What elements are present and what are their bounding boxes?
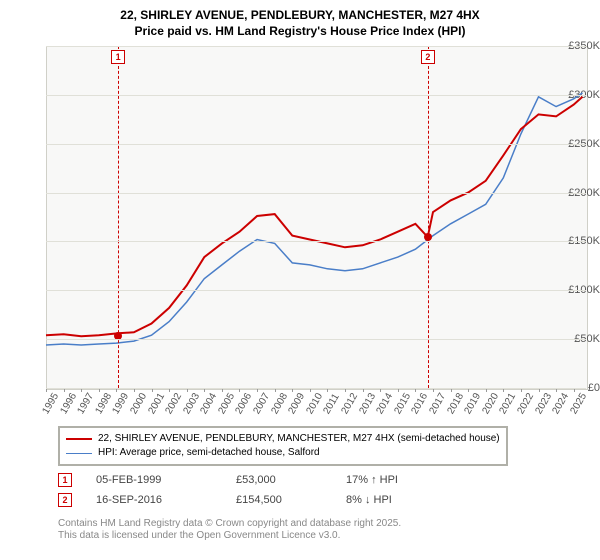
gridline-h xyxy=(46,339,586,340)
series-hpi xyxy=(46,93,583,345)
legend-row: 22, SHIRLEY AVENUE, PENDLEBURY, MANCHEST… xyxy=(66,432,500,446)
data-row: 2 16-SEP-2016£154,5008% ↓ HPI xyxy=(58,490,466,510)
gridline-h xyxy=(46,95,586,96)
data-row-pct: 8% ↓ HPI xyxy=(346,494,466,506)
data-table: 1 05-FEB-1999£53,00017% ↑ HPI 2 16-SEP-2016… xyxy=(58,470,466,510)
legend-label: 22, SHIRLEY AVENUE, PENDLEBURY, MANCHEST… xyxy=(98,432,500,446)
chart-container: 22, SHIRLEY AVENUE, PENDLEBURY, MANCHEST… xyxy=(0,0,600,560)
legend: 22, SHIRLEY AVENUE, PENDLEBURY, MANCHEST… xyxy=(58,426,508,466)
sale-marker-box: 1 xyxy=(111,50,125,64)
series-price_paid xyxy=(46,97,583,336)
sale-marker-box: 2 xyxy=(421,50,435,64)
data-row: 1 05-FEB-1999£53,00017% ↑ HPI xyxy=(58,470,466,490)
gridline-h xyxy=(46,193,586,194)
footer: Contains HM Land Registry data © Crown c… xyxy=(58,518,401,542)
sale-marker-line xyxy=(428,46,429,388)
legend-swatch xyxy=(66,453,92,454)
data-row-price: £53,000 xyxy=(236,474,346,486)
data-row-marker: 1 xyxy=(58,473,72,487)
gridline-h xyxy=(46,388,586,389)
footer-line1: Contains HM Land Registry data © Crown c… xyxy=(58,518,401,530)
gridline-h xyxy=(46,144,586,145)
data-row-marker: 2 xyxy=(58,493,72,507)
footer-line2: This data is licensed under the Open Gov… xyxy=(58,530,401,542)
legend-label: HPI: Average price, semi-detached house,… xyxy=(98,446,320,460)
data-row-date: 16-SEP-2016 xyxy=(96,494,236,506)
gridline-h xyxy=(46,290,586,291)
legend-swatch xyxy=(66,438,92,440)
gridline-h xyxy=(46,241,586,242)
legend-row: HPI: Average price, semi-detached house,… xyxy=(66,446,500,460)
gridline-h xyxy=(46,46,586,47)
data-row-price: £154,500 xyxy=(236,494,346,506)
data-row-date: 05-FEB-1999 xyxy=(96,474,236,486)
sale-marker-dot xyxy=(424,233,432,241)
data-row-pct: 17% ↑ HPI xyxy=(346,474,466,486)
